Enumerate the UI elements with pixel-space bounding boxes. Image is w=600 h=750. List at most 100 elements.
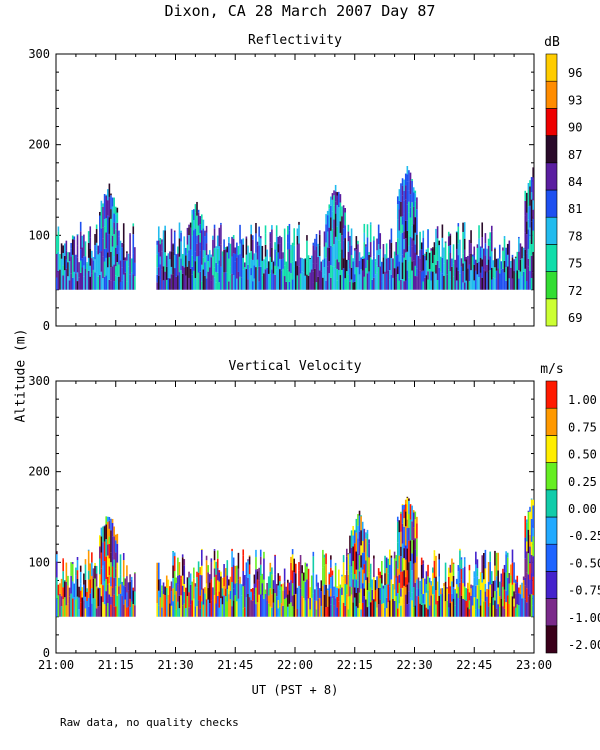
- data-cell: [261, 260, 264, 276]
- data-cell: [258, 580, 260, 595]
- data-cell: [381, 604, 383, 617]
- data-cell: [401, 254, 404, 263]
- data-cell: [306, 261, 308, 275]
- data-cell: [532, 527, 535, 537]
- data-cell: [451, 601, 453, 617]
- data-cell: [409, 278, 412, 290]
- data-cell: [398, 582, 401, 604]
- data-cell: [435, 590, 437, 605]
- data-cell: [178, 574, 181, 596]
- data-cell: [234, 269, 237, 290]
- data-cell: [215, 262, 217, 272]
- data-cell: [342, 578, 345, 588]
- data-cell: [430, 581, 433, 586]
- data-cell: [315, 282, 318, 290]
- data-cell: [409, 561, 412, 580]
- data-cell: [478, 585, 480, 609]
- data-cell: [256, 569, 259, 572]
- data-cell: [334, 562, 337, 566]
- data-cell: [334, 184, 337, 192]
- data-cell: [256, 245, 259, 260]
- data-cell: [406, 496, 409, 520]
- colorbar-segment: [545, 244, 558, 272]
- data-cell: [414, 252, 417, 266]
- data-cell: [290, 263, 292, 274]
- data-cell: [183, 591, 186, 604]
- data-cell: [524, 515, 527, 520]
- data-cell: [122, 604, 125, 617]
- data-cell: [360, 567, 362, 589]
- data-cell: [124, 260, 127, 273]
- data-cell: [344, 583, 346, 606]
- data-cell: [65, 562, 68, 582]
- data-cell: [511, 584, 514, 597]
- data-cell: [302, 580, 305, 599]
- data-cell: [325, 584, 327, 608]
- data-cell: [357, 538, 359, 554]
- data-cell: [287, 582, 289, 595]
- data-cell: [412, 607, 415, 617]
- data-cell: [110, 552, 112, 563]
- data-cell: [56, 598, 58, 617]
- data-cell: [307, 256, 310, 276]
- data-cell: [369, 270, 372, 290]
- data-cell: [502, 568, 504, 587]
- data-cell: [127, 255, 130, 267]
- data-cell: [215, 574, 217, 592]
- data-cell: [404, 252, 407, 260]
- data-cell: [350, 587, 353, 595]
- data-cell: [435, 264, 437, 274]
- data-cell: [56, 577, 58, 599]
- data-cell: [455, 280, 458, 290]
- x-tick-label: 21:30: [157, 658, 193, 672]
- data-cell: [513, 271, 515, 290]
- colorbar-label: 81: [568, 202, 582, 216]
- data-cell: [524, 232, 527, 250]
- data-cell: [495, 258, 498, 271]
- data-cell: [258, 594, 260, 617]
- data-cell: [457, 243, 460, 256]
- data-cell: [514, 583, 517, 594]
- data-cell: [205, 583, 208, 600]
- data-cell: [328, 584, 331, 597]
- data-cell: [81, 258, 84, 268]
- data-cell: [406, 181, 409, 191]
- data-cell: [180, 270, 182, 290]
- data-cell: [264, 225, 267, 234]
- data-cell: [508, 603, 511, 617]
- data-cell: [395, 242, 397, 256]
- data-cell: [255, 557, 257, 570]
- data-cell: [470, 243, 472, 255]
- data-cell: [213, 228, 216, 248]
- data-cell: [463, 222, 466, 239]
- data-cell: [486, 264, 488, 273]
- data-cell: [417, 577, 420, 589]
- data-cell: [242, 244, 245, 258]
- data-cell: [489, 256, 491, 271]
- data-cell: [511, 562, 514, 585]
- data-cell: [526, 212, 528, 222]
- data-cell: [165, 255, 168, 267]
- data-cell: [218, 591, 221, 608]
- data-cell: [408, 181, 410, 191]
- data-cell: [60, 270, 63, 290]
- data-cell: [84, 608, 87, 617]
- data-cell: [529, 227, 531, 240]
- data-cell: [304, 258, 307, 260]
- data-cell: [116, 543, 119, 563]
- data-cell: [341, 235, 343, 250]
- data-cell: [404, 504, 407, 512]
- data-cell: [251, 281, 254, 290]
- data-cell: [486, 272, 488, 290]
- data-cell: [186, 227, 189, 236]
- data-cell: [422, 281, 425, 290]
- data-cell: [65, 259, 68, 269]
- data-cell: [360, 545, 362, 556]
- data-cell: [334, 191, 337, 202]
- data-cell: [264, 589, 267, 594]
- data-cell: [408, 562, 410, 583]
- data-cell: [76, 579, 79, 597]
- data-cell: [215, 282, 217, 290]
- data-cell: [339, 202, 342, 222]
- data-cell: [186, 253, 189, 267]
